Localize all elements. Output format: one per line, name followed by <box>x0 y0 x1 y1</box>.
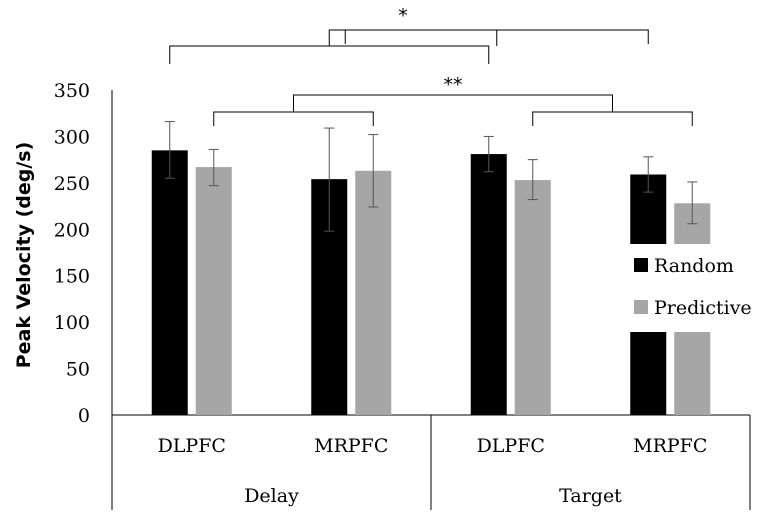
legend-swatch <box>634 300 648 314</box>
group-label: Delay <box>244 485 299 507</box>
significance-brackets: *** <box>169 5 693 126</box>
legend-label: Random <box>654 255 734 277</box>
y-axis-label: Peak Velocity (deg/s) <box>13 142 35 369</box>
category-label: MRPFC <box>633 435 707 457</box>
y-tick-label: 350 <box>54 80 90 102</box>
significance-label: * <box>398 5 408 27</box>
category-label: MRPFC <box>314 435 388 457</box>
significance-label: ** <box>444 74 463 96</box>
legend-label: Predictive <box>654 297 752 319</box>
legend-swatch <box>634 258 648 272</box>
bar-random <box>151 150 188 415</box>
bracket-dlpfc <box>169 45 490 64</box>
category-label: DLPFC <box>477 435 545 457</box>
bracket-top <box>328 29 498 46</box>
y-tick-label: 300 <box>54 126 90 148</box>
group-label: Target <box>559 485 622 507</box>
y-tick-label: 100 <box>54 312 90 334</box>
bracket-target <box>532 111 693 126</box>
bracket-delay <box>213 111 374 126</box>
y-tick-label: 150 <box>54 266 90 288</box>
y-tick-label: 50 <box>66 359 90 381</box>
category-label: DLPFC <box>158 435 226 457</box>
x-axis-labels: DLPFC MRPFC DLPFC MRPFC Delay Target <box>158 435 708 507</box>
bar-predictive <box>195 167 232 415</box>
axes: 0 50 100 150 200 250 300 350 <box>54 80 751 510</box>
y-tick-label: 250 <box>54 173 90 195</box>
bar-predictive <box>355 170 392 415</box>
error-bars <box>164 121 698 232</box>
legend: Random Predictive <box>626 244 756 332</box>
bar-predictive <box>514 180 551 415</box>
bracket-middle <box>293 94 613 112</box>
y-tick-label: 200 <box>54 219 90 241</box>
bar-random <box>470 154 507 416</box>
y-tick-label: 0 <box>78 405 90 427</box>
